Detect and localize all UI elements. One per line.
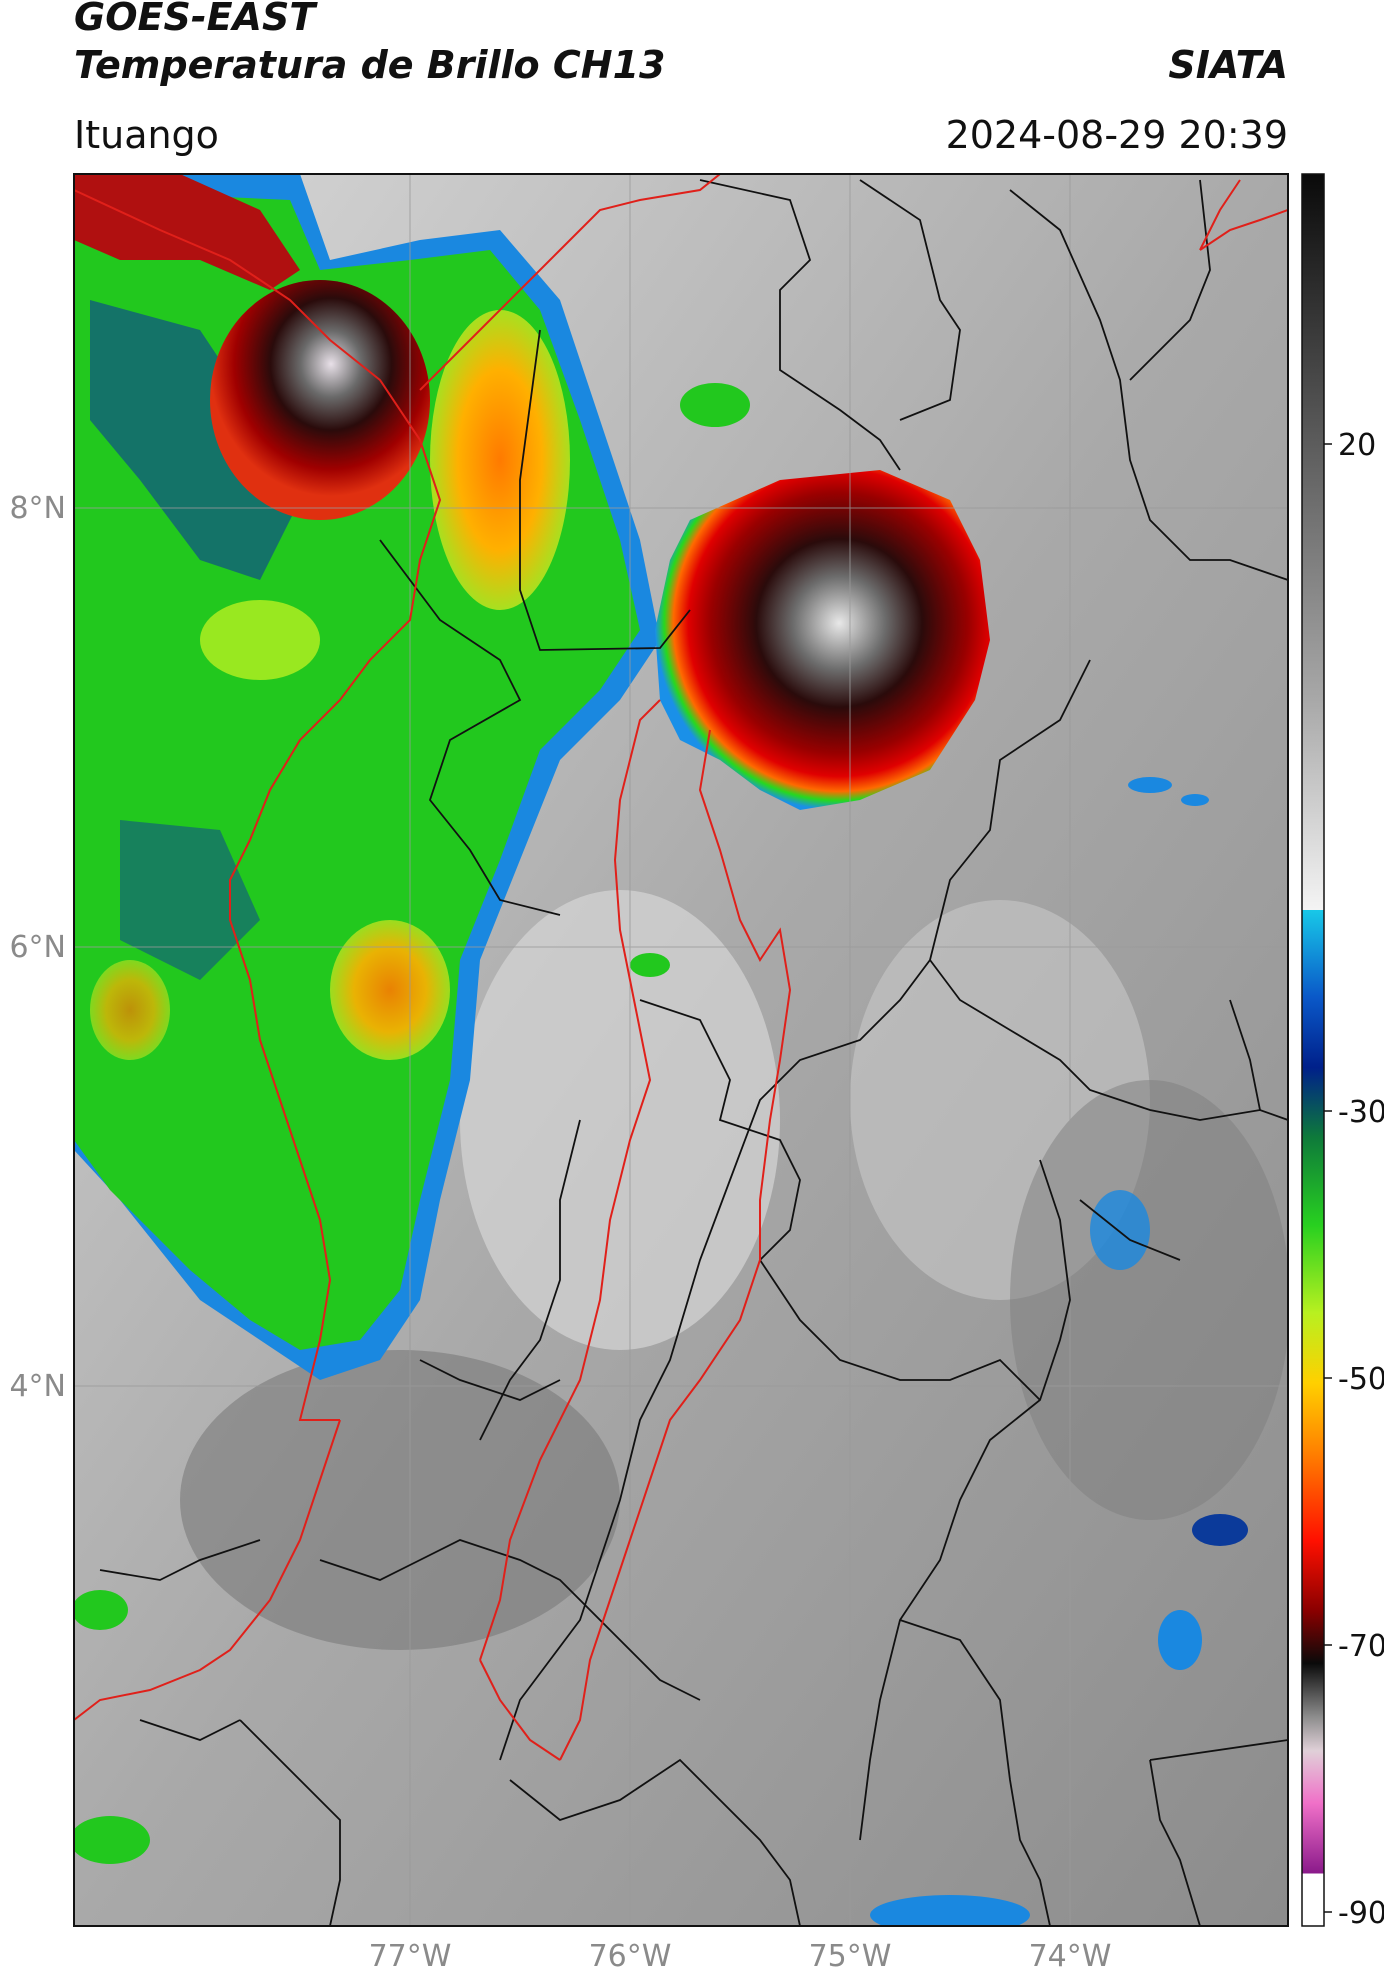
department-borders xyxy=(99,179,1288,1926)
organization-label: SIATA xyxy=(1168,43,1288,87)
longitude-labels: 77°W 76°W 75°W 74°W xyxy=(369,1939,1112,1974)
colorbar-label-minus50: -50 xyxy=(1338,1362,1384,1397)
satellite-title: GOES-EAST xyxy=(74,0,316,39)
colorbar: 20 -30 -50 -70 -90 xyxy=(1301,173,1384,1931)
map-frame xyxy=(73,173,1289,1927)
latitude-labels: 8°N 6°N 4°N xyxy=(9,491,66,1404)
graticule xyxy=(74,174,1288,1926)
datetime-label: 2024-08-29 20:39 xyxy=(945,113,1288,157)
lat-label-6n: 6°N xyxy=(9,930,66,965)
colorbar-label-minus70: -70 xyxy=(1338,1629,1384,1664)
satellite-imagery xyxy=(74,174,1288,1926)
lon-label-74w: 74°W xyxy=(1029,1939,1112,1974)
lat-label-4n: 4°N xyxy=(9,1369,66,1404)
lon-label-77w: 77°W xyxy=(369,1939,452,1974)
colorbar-label-minus30: -30 xyxy=(1338,1095,1384,1130)
colorbar-label-20: 20 xyxy=(1338,428,1376,463)
product-title: Temperatura de Brillo CH13 xyxy=(74,43,666,87)
colorbar-ticks xyxy=(1324,443,1332,1913)
lon-label-75w: 75°W xyxy=(809,1939,892,1974)
location-label: Ituango xyxy=(74,113,219,157)
colorbar-gradient xyxy=(1301,173,1325,1927)
lat-label-8n: 8°N xyxy=(9,491,66,526)
colorbar-label-minus90: -90 xyxy=(1338,1896,1384,1931)
red-boundaries xyxy=(74,174,1288,1761)
lon-label-76w: 76°W xyxy=(589,1939,672,1974)
